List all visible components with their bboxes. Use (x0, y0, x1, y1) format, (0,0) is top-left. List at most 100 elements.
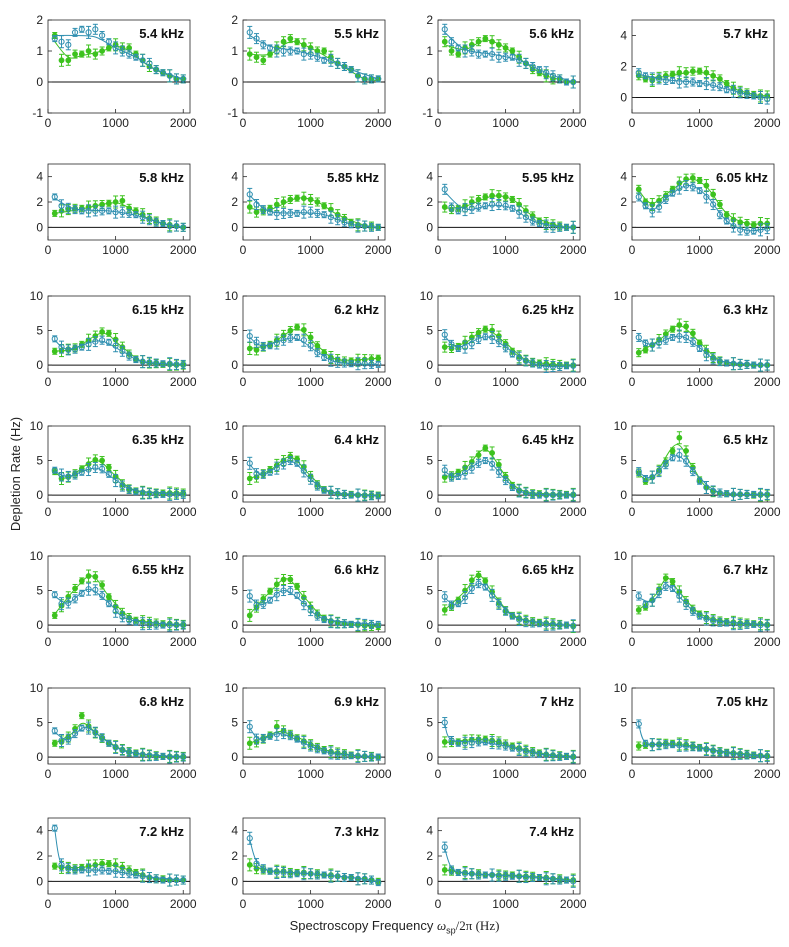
series-open (51, 721, 187, 764)
data-point (273, 339, 280, 347)
data-point (723, 80, 730, 87)
data-point (51, 612, 58, 619)
y-tick-label: 1 (36, 44, 43, 58)
data-point (669, 326, 676, 333)
data-point (570, 753, 577, 761)
panel-6.15-khz: 0 5 10 0 1000 2000 6.15 kHz (30, 289, 197, 389)
data-point (166, 753, 173, 761)
data-point (65, 346, 72, 353)
panel-title: 6.55 kHz (132, 562, 185, 577)
x-tick-label: 0 (240, 375, 247, 389)
y-tick-label: 10 (420, 289, 434, 303)
data-point (509, 48, 516, 54)
data-point (112, 477, 119, 484)
y-tick-label: 10 (614, 289, 628, 303)
data-point (273, 465, 280, 472)
data-point (119, 613, 126, 620)
data-point (676, 332, 683, 340)
data-point (246, 861, 253, 868)
data-point (98, 207, 106, 214)
y-tick-label: 2 (620, 60, 627, 74)
data-point (635, 592, 642, 600)
data-point (563, 224, 570, 231)
data-point (703, 182, 710, 189)
data-point (293, 210, 301, 217)
data-point (293, 460, 301, 467)
data-point (139, 214, 146, 221)
y-tick-label: 2 (620, 195, 627, 209)
data-point (253, 601, 260, 609)
data-point (166, 72, 173, 79)
y-tick-label: 0 (36, 488, 43, 502)
data-point (368, 753, 375, 761)
data-point (354, 491, 362, 499)
x-axis-label-omega: ω (436, 918, 447, 933)
y-tick-label: 0 (231, 220, 238, 234)
x-axis-label-subscript: sp (446, 925, 456, 936)
y-tick-label: 2 (231, 195, 238, 209)
panel-title: 6.3 kHz (723, 302, 768, 317)
data-point (348, 752, 355, 759)
x-tick-label: 2000 (365, 375, 392, 389)
data-point (287, 35, 294, 42)
data-point (307, 476, 314, 483)
data-point (280, 210, 287, 217)
y-tick-label: 1 (426, 44, 433, 58)
series-open (441, 23, 577, 89)
panel-5.95-khz: 0 2 4 0 1000 2000 5.95 kHz (426, 163, 587, 257)
data-point (146, 216, 153, 223)
y-tick-label: 5 (231, 324, 238, 338)
data-point (730, 620, 737, 627)
data-point (563, 78, 570, 86)
data-point (649, 474, 656, 481)
data-point (267, 51, 273, 57)
data-point (126, 210, 133, 217)
y-tick-label: 0 (36, 358, 43, 372)
series-open (246, 831, 382, 887)
data-point (354, 753, 362, 760)
data-point (502, 477, 509, 484)
data-point (153, 359, 160, 367)
data-point (556, 753, 563, 760)
y-tick-label: 10 (30, 289, 44, 303)
data-point (750, 621, 757, 628)
x-tick-label: 1000 (102, 116, 129, 130)
data-point (710, 747, 717, 754)
data-point (516, 616, 523, 623)
x-tick-label: 1000 (686, 767, 713, 781)
data-point (65, 41, 72, 48)
data-point (321, 48, 328, 54)
data-point (703, 351, 710, 358)
series-open (635, 329, 771, 372)
data-point (570, 224, 577, 231)
data-point (146, 621, 153, 628)
data-point (441, 26, 448, 33)
data-point (294, 38, 300, 45)
x-tick-label: 0 (435, 375, 442, 389)
data-point (260, 343, 267, 350)
data-point (556, 621, 563, 629)
data-point (635, 606, 642, 613)
data-point (348, 360, 355, 367)
x-tick-label: 2000 (365, 116, 392, 130)
data-point (642, 740, 649, 747)
data-point (682, 182, 690, 189)
data-point (300, 600, 307, 607)
data-point (737, 219, 744, 226)
data-point (273, 731, 280, 738)
data-point (502, 873, 509, 880)
panel-title: 6.35 kHz (132, 432, 185, 447)
x-tick-label: 1000 (297, 897, 324, 911)
x-tick-label: 1000 (297, 635, 324, 649)
data-point (556, 224, 563, 231)
data-point (92, 207, 99, 214)
data-point (287, 196, 294, 203)
data-point (662, 461, 669, 468)
data-point (662, 77, 669, 84)
x-tick-label: 2000 (560, 635, 587, 649)
panel-frame (437, 295, 581, 373)
data-point (126, 51, 133, 58)
data-point (139, 489, 146, 497)
